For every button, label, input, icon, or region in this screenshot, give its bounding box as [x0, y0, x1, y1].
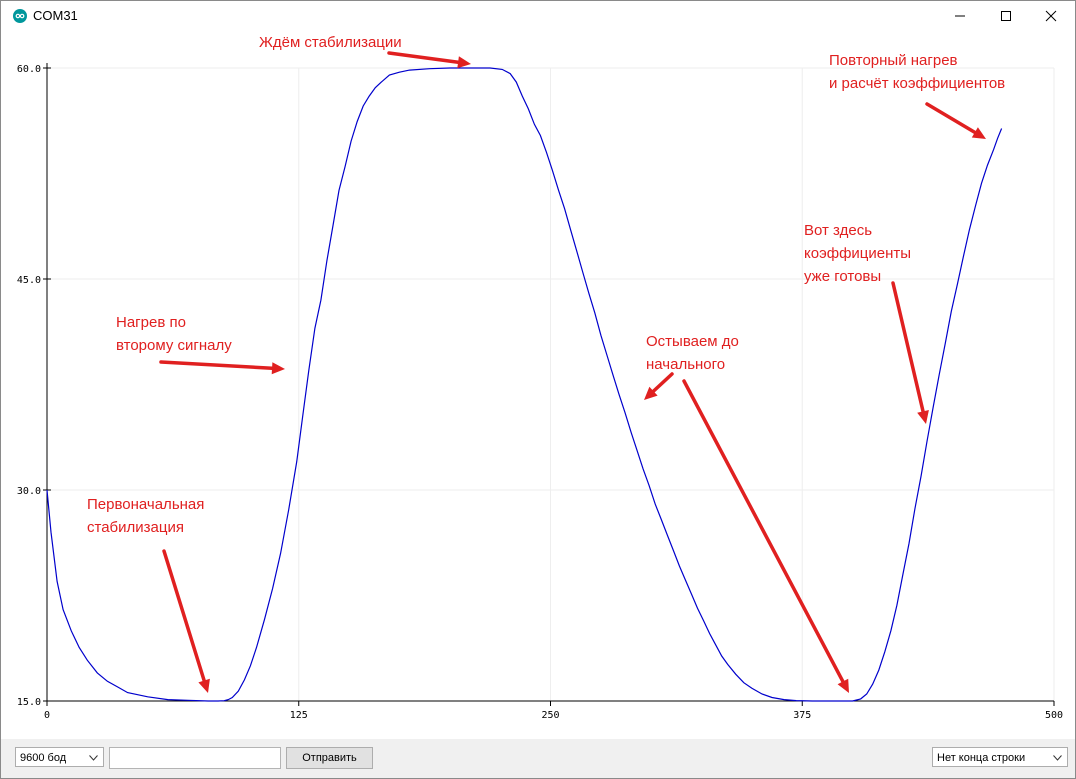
x-tick-label: 375 — [793, 710, 811, 721]
annotation-stabilization-wait: Ждём стабилизации — [259, 34, 402, 51]
series-line — [46, 67, 1003, 702]
close-button[interactable] — [1028, 1, 1074, 31]
line-ending-select[interactable]: Нет конца строки — [932, 747, 1068, 767]
arrow-head — [971, 127, 986, 139]
x-tick-label: 500 — [1045, 710, 1063, 721]
annotation-arrow — [651, 372, 674, 393]
arrow-head — [917, 410, 929, 424]
serial-plot-chart: 15.0 30.0 45.0 60.0 0 125 250 375 500 — [17, 51, 1063, 721]
arrow-head — [198, 678, 210, 693]
baud-rate-select[interactable]: 9600 бод — [15, 747, 104, 767]
annotation-initial-stabilization: Первоначальная стабилизация — [87, 496, 205, 536]
close-icon — [1045, 10, 1057, 22]
minimize-button[interactable] — [937, 1, 983, 31]
bottom-toolbar: 9600 бод Отправить Нет конца строки — [1, 739, 1075, 778]
chevron-down-icon — [89, 755, 98, 761]
chevron-down-icon — [1053, 755, 1062, 761]
x-tick-label: 250 — [541, 710, 559, 721]
send-button[interactable]: Отправить — [286, 747, 373, 769]
x-tick-label: 0 — [44, 710, 50, 721]
arrow-head — [457, 56, 471, 69]
annotation-coefficients-ready: Вот здесь коэффициенты уже готовы — [804, 222, 912, 285]
arduino-app-icon — [13, 9, 27, 23]
window-title: COM31 — [33, 8, 78, 23]
arrow-head — [644, 386, 658, 400]
maximize-icon — [1001, 11, 1011, 21]
annotation-second-signal-heating: Нагрев по второму сигналу — [116, 314, 232, 354]
minimize-icon — [955, 15, 965, 17]
y-tick-label: 45.0 — [17, 275, 41, 286]
title-bar: COM31 — [1, 1, 1075, 31]
y-tick-label: 60.0 — [17, 64, 41, 75]
message-input[interactable] — [109, 747, 281, 769]
annotation-arrow — [387, 51, 460, 65]
annotation-arrow — [162, 549, 206, 683]
annotation-reheat: Повторный нагрев и расчёт коэффициентов — [829, 52, 1006, 92]
y-tick-label: 15.0 — [17, 697, 41, 708]
annotation-cooling: Остываем до начального — [646, 333, 739, 373]
annotation-arrow — [682, 379, 845, 684]
arrow-head — [837, 678, 849, 693]
x-tick-label: 125 — [290, 710, 308, 721]
annotation-arrow — [925, 102, 977, 135]
maximize-button[interactable] — [983, 1, 1029, 31]
annotation-arrow — [891, 281, 925, 414]
arrow-head — [271, 362, 285, 375]
annotation-arrow — [159, 360, 274, 371]
y-tick-label: 30.0 — [17, 486, 41, 497]
plot-area: 15.0 30.0 45.0 60.0 0 125 250 375 500 Ждём стаби… — [1, 31, 1075, 739]
